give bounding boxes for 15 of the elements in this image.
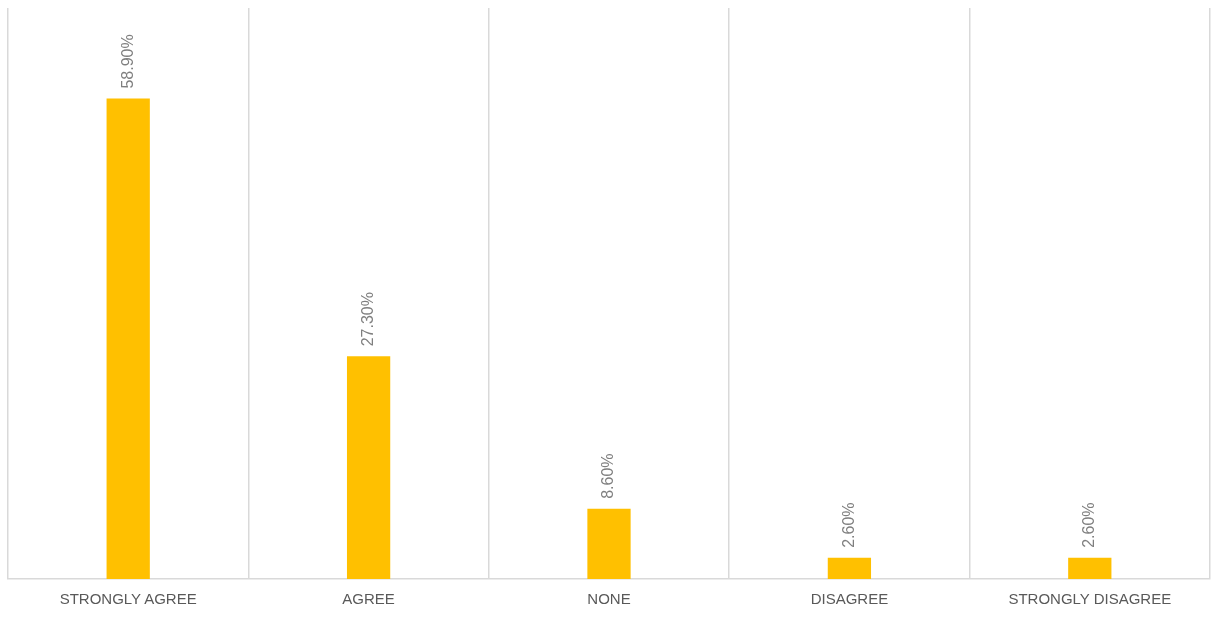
data-label: 2.60% (1080, 502, 1098, 548)
x-tick-label: DISAGREE (810, 590, 889, 608)
bar (587, 508, 631, 579)
data-label: 27.30% (359, 292, 377, 347)
x-tick-label: STRONGLY AGREE (59, 590, 197, 608)
bar (827, 557, 872, 579)
bar (1068, 557, 1112, 579)
x-tick-label: STRONGLY DISAGREE (1008, 590, 1172, 608)
data-label: 2.60% (839, 502, 857, 548)
x-tick-label: NONE (587, 590, 631, 608)
bar (106, 98, 150, 579)
bar (346, 356, 391, 579)
x-tick-label: AGREE (342, 590, 395, 608)
data-label: 8.60% (599, 453, 617, 499)
data-label: 58.90% (118, 34, 136, 89)
